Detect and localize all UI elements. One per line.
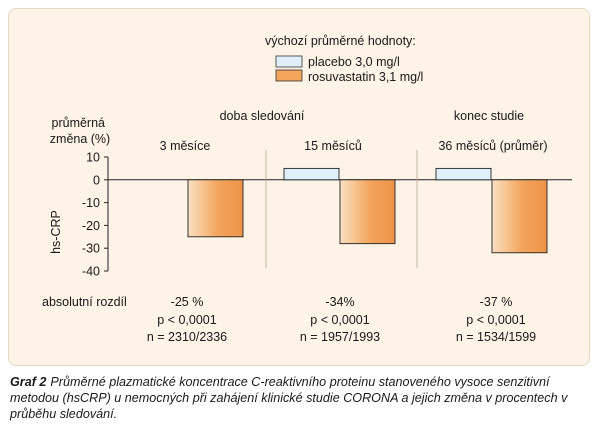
y-tick-label: -30 — [82, 242, 100, 256]
y-tick-label: -20 — [82, 219, 100, 233]
bar-rosuvastatin-2 — [339, 179, 396, 245]
category-label-3-months: 3 měsíce — [160, 139, 211, 153]
legend-label-placebo: placebo 3,0 mg/l — [308, 55, 400, 69]
legend-swatch-placebo — [275, 55, 303, 68]
y-axis-label-line-2: změna (%) — [50, 132, 110, 146]
category-label-36-months: 36 měsíců (průměr) — [438, 139, 547, 153]
legend-label-rosuvastatin: rosuvastatin 3,1 mg/l — [308, 70, 423, 84]
legend-title: výchozí průměrné hodnoty: — [265, 34, 416, 48]
annotation-p-3: p < 0,0001 — [466, 313, 525, 327]
y-tick-label: -40 — [82, 265, 100, 279]
legend-swatch-rosuvastatin — [275, 69, 303, 82]
chart: výchozí průměrné hodnoty: placebo 3,0 mg… — [42, 34, 572, 344]
bar-rosuvastatin-1 — [187, 179, 244, 238]
y-tick-label: 10 — [86, 151, 100, 165]
bar-placebo-2 — [283, 167, 340, 181]
annotation-n-2: n = 1957/1993 — [300, 330, 380, 344]
annotation-diff-1: -25 % — [171, 295, 204, 309]
bar-placebo-3 — [435, 167, 492, 181]
y-tick-label: -10 — [82, 196, 100, 210]
y-axis-label-side: hs-CRP — [49, 210, 63, 254]
plot-area: 10 0 -10 -20 -30 -40 — [82, 151, 572, 279]
caption-text: Průměrné plazmatické koncentrace C-reakt… — [10, 375, 568, 421]
annotation-diff-3: -37 % — [480, 295, 513, 309]
annotation-diff-2: -34% — [325, 295, 354, 309]
bar-rosuvastatin-3 — [491, 179, 548, 254]
annotation-n-1: n = 2310/2336 — [147, 330, 227, 344]
y-tick-label: 0 — [93, 173, 100, 187]
row-label-absolute-difference: absolutní rozdíl — [42, 295, 127, 309]
y-axis-label-top: průměrná změna (%) — [50, 116, 110, 146]
annotation-p-2: p < 0,0001 — [310, 313, 369, 327]
annotation-p-1: p < 0,0001 — [157, 313, 216, 327]
group-header-follow-up: doba sledování — [220, 109, 305, 123]
category-label-15-months: 15 měsíců — [304, 139, 362, 153]
group-header-end-of-study: konec studie — [454, 109, 524, 123]
annotations: -25 % p < 0,0001 n = 2310/2336 -34% p < 0,00… — [147, 295, 536, 344]
figure-caption: Graf 2 Průměrné plazmatické koncentrace C… — [10, 374, 590, 422]
annotation-n-3: n = 1534/1599 — [456, 330, 536, 344]
y-axis-label-line-1: průměrná — [52, 116, 106, 130]
caption-label: Graf 2 — [10, 375, 47, 389]
